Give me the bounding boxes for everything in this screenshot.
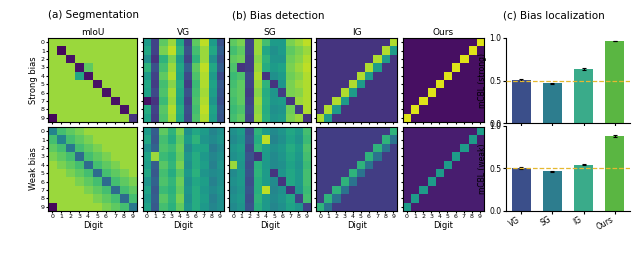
Y-axis label: Strong bias: Strong bias bbox=[29, 56, 38, 104]
X-axis label: Digit: Digit bbox=[260, 221, 280, 230]
Bar bbox=[605, 136, 624, 211]
Y-axis label: Weak bias: Weak bias bbox=[29, 148, 38, 190]
Text: (b) Bias detection: (b) Bias detection bbox=[232, 10, 324, 20]
X-axis label: Digit: Digit bbox=[347, 221, 367, 230]
Y-axis label: mCBL (strong): mCBL (strong) bbox=[477, 53, 486, 108]
Bar bbox=[543, 171, 562, 211]
Title: mIoU: mIoU bbox=[81, 28, 104, 37]
Title: SG: SG bbox=[264, 28, 276, 37]
X-axis label: Digit: Digit bbox=[173, 221, 193, 230]
Bar bbox=[512, 168, 531, 211]
Title: VG: VG bbox=[177, 28, 190, 37]
X-axis label: Digit: Digit bbox=[433, 221, 453, 230]
Title: IG: IG bbox=[352, 28, 362, 37]
Bar bbox=[512, 80, 531, 123]
Bar bbox=[543, 83, 562, 123]
Y-axis label: mCBL (weak): mCBL (weak) bbox=[477, 143, 486, 194]
X-axis label: Digit: Digit bbox=[83, 221, 102, 230]
Title: Ours: Ours bbox=[433, 28, 454, 37]
Bar bbox=[574, 165, 593, 211]
Bar bbox=[574, 69, 593, 123]
Text: (c) Bias localization: (c) Bias localization bbox=[503, 10, 604, 20]
Bar bbox=[605, 41, 624, 123]
Text: (a) Segmentation: (a) Segmentation bbox=[48, 10, 139, 20]
